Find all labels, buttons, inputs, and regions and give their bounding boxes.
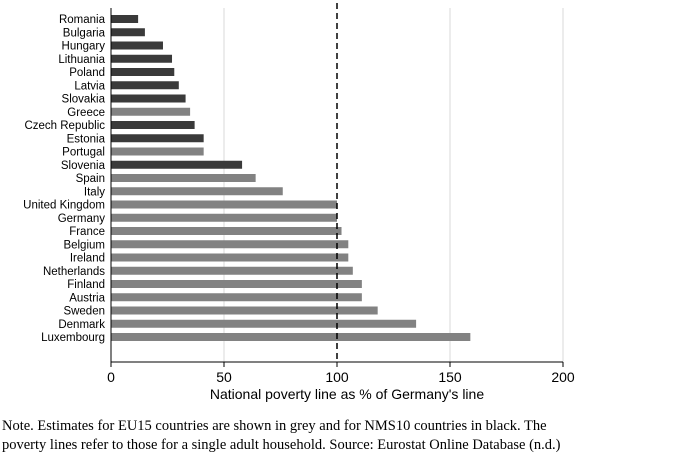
category-label: Luxembourg	[41, 332, 105, 344]
x-tick-label: 200	[551, 369, 575, 385]
bar	[111, 253, 349, 262]
bar	[111, 266, 353, 275]
x-tick-label: 150	[438, 369, 462, 385]
note-line-2: poverty lines refer to those for a singl…	[2, 437, 561, 453]
category-label: Germany	[58, 213, 106, 225]
bar	[111, 200, 337, 209]
x-axis-title: National poverty line as % of Germany's …	[210, 386, 484, 402]
category-label: United Kingdom	[23, 200, 105, 212]
category-label: Portugal	[62, 147, 105, 159]
category-label: Czech Republic	[24, 120, 105, 132]
category-label: Italy	[84, 186, 105, 198]
bar	[111, 54, 173, 63]
category-label: Romania	[59, 14, 106, 26]
bar	[111, 81, 179, 90]
note-line-1: Note. Estimates for EU15 countries are s…	[2, 418, 547, 434]
category-label: Sweden	[63, 306, 105, 318]
bar	[111, 333, 471, 341]
gridlines	[223, 8, 564, 362]
bar	[111, 240, 349, 249]
category-label: Denmark	[58, 319, 105, 331]
bar	[111, 280, 362, 288]
category-label: Slovenia	[61, 160, 106, 172]
bar	[111, 306, 378, 315]
bar	[111, 107, 191, 116]
category-label: Hungary	[62, 41, 106, 53]
category-label: Estonia	[67, 133, 106, 145]
category-label: Austria	[69, 292, 105, 304]
bar	[111, 319, 417, 328]
bar	[111, 187, 283, 196]
bar	[111, 94, 186, 103]
bar	[111, 227, 342, 235]
x-tick-label: 100	[325, 369, 349, 385]
x-axis: 0 50 100 150 200	[107, 8, 575, 385]
x-tick-label: 50	[216, 369, 232, 385]
category-label: Greece	[67, 107, 105, 119]
category-label: Ireland	[70, 253, 105, 265]
bar	[111, 134, 204, 143]
bars	[111, 15, 471, 341]
category-label: Spain	[76, 173, 105, 185]
category-label: France	[69, 226, 105, 238]
bar	[111, 15, 139, 23]
figure-note: Note. Estimates for EU15 countries are s…	[2, 417, 685, 455]
category-label: Lithuania	[58, 54, 105, 66]
bar	[111, 293, 362, 302]
bar	[111, 160, 243, 169]
bar	[111, 68, 175, 76]
bar	[111, 147, 204, 156]
category-label: Netherlands	[43, 266, 105, 278]
category-label: Bulgaria	[63, 27, 106, 39]
bar	[111, 121, 195, 129]
category-label: Slovakia	[62, 94, 106, 106]
bar	[111, 28, 145, 37]
bar	[111, 41, 163, 50]
x-tick-label: 0	[107, 369, 115, 385]
bar	[111, 174, 256, 182]
category-label: Finland	[67, 279, 105, 291]
category-label: Latvia	[74, 80, 105, 92]
category-label: Poland	[69, 67, 105, 79]
category-label: Belgium	[63, 239, 105, 251]
bar	[111, 213, 337, 222]
